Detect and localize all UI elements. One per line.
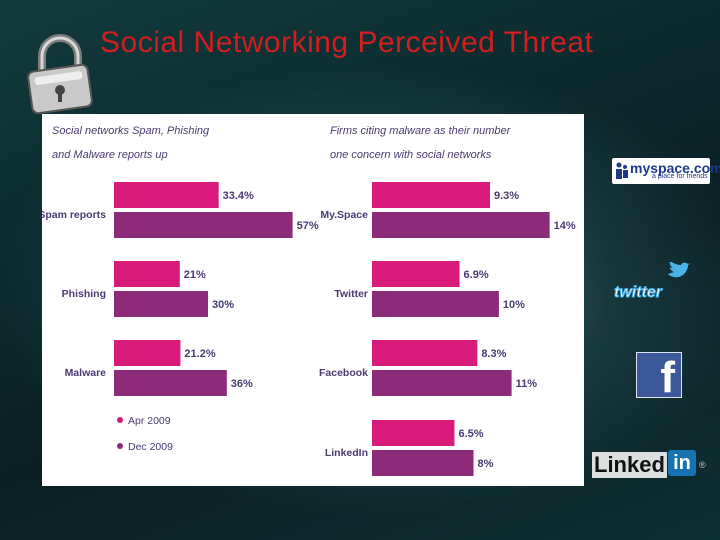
chart-2-bar-apr-2009 bbox=[372, 182, 491, 208]
chart-2-data-label: 9.3% bbox=[494, 190, 519, 202]
myspace-logo[interactable]: myspace.com a place for friends bbox=[612, 158, 720, 184]
myspace-logo-box: myspace.com a place for friends bbox=[612, 158, 720, 184]
myspace-tagline: a place for friends bbox=[652, 173, 708, 180]
twitter-wordmark: twitter bbox=[614, 284, 663, 302]
myspace-people-icon bbox=[616, 162, 628, 179]
linkedin-logo[interactable]: Linked in ® bbox=[592, 448, 712, 480]
padlock-icon bbox=[27, 34, 93, 114]
chart-1-title-line: Social networks Spam, Phishing bbox=[52, 125, 210, 137]
chart-canvas: Social networks Spam, Phishing and Malwar… bbox=[42, 125, 576, 476]
chart-2-category-label: Facebook bbox=[319, 367, 368, 379]
chart-2-data-label: 14% bbox=[554, 220, 576, 232]
twitter-bird-icon bbox=[668, 262, 691, 278]
chart-2-data-label: 11% bbox=[516, 378, 538, 390]
chart-1-bar-dec-2009 bbox=[114, 370, 227, 396]
chart-1-category-label: Malware bbox=[65, 367, 107, 379]
chart-1-bar-dec-2009 bbox=[114, 212, 293, 238]
chart-1-data-label: 57% bbox=[297, 220, 319, 232]
chart-2-bar-dec-2009 bbox=[372, 291, 499, 317]
linkedin-registered-mark: ® bbox=[699, 460, 706, 470]
myspace-wordmark: myspace.com bbox=[630, 160, 720, 176]
chart-2-data-label: 6.9% bbox=[464, 269, 489, 281]
chart-2-bar-apr-2009 bbox=[372, 340, 478, 366]
chart-1-data-label: 33.4% bbox=[223, 190, 254, 202]
chart-1-bar-apr-2009 bbox=[114, 261, 180, 287]
twitter-logo[interactable]: twitter bbox=[614, 262, 691, 306]
chart-2-bar-apr-2009 bbox=[372, 261, 460, 287]
facebook-logo[interactable]: f bbox=[636, 352, 682, 402]
chart-2-data-label: 8% bbox=[478, 458, 494, 470]
linkedin-wordmark: Linked bbox=[592, 452, 667, 478]
chart-2-category-label: Twitter bbox=[334, 288, 368, 300]
legend-label: Apr 2009 bbox=[128, 415, 171, 427]
facebook-logo-box: f bbox=[636, 352, 682, 402]
chart-2-bar-apr-2009 bbox=[372, 420, 455, 446]
chart-2-bar-dec-2009 bbox=[372, 212, 550, 238]
chart-2-category-label: LinkedIn bbox=[325, 447, 368, 459]
chart-2-title-line: Firms citing malware as their number bbox=[330, 125, 512, 137]
chart-2-bar-dec-2009 bbox=[372, 450, 474, 476]
chart-1-bar-apr-2009 bbox=[114, 182, 219, 208]
legend-label: Dec 2009 bbox=[128, 441, 173, 453]
chart-1-data-label: 30% bbox=[212, 299, 234, 311]
chart-1-data-label: 36% bbox=[231, 378, 253, 390]
legend-marker bbox=[117, 443, 123, 449]
linkedin-in-badge: in bbox=[668, 450, 696, 476]
chart-2-bar-dec-2009 bbox=[372, 370, 512, 396]
chart-1-data-label: 21.2% bbox=[184, 348, 215, 360]
chart-2-data-label: 10% bbox=[503, 299, 525, 311]
chart-1-category-label: Spam reports bbox=[42, 209, 106, 221]
chart-1-title-line: and Malware reports up bbox=[52, 149, 168, 161]
legend-marker bbox=[117, 417, 123, 423]
facebook-f-glyph: f bbox=[660, 353, 675, 402]
chart-2-category-label: My.Space bbox=[320, 209, 368, 221]
chart-1-bar-dec-2009 bbox=[114, 291, 208, 317]
chart-panel: Social networks Spam, Phishing and Malwar… bbox=[42, 114, 584, 486]
slide-title: Social Networking Perceived Threat bbox=[100, 26, 594, 59]
chart-1-bar-apr-2009 bbox=[114, 340, 181, 366]
chart-1-category-label: Phishing bbox=[62, 288, 106, 300]
chart-2-data-label: 8.3% bbox=[481, 348, 506, 360]
chart-2-title-line: one concern with social networks bbox=[330, 149, 492, 161]
chart-1-data-label: 21% bbox=[184, 269, 206, 281]
chart-2-data-label: 6.5% bbox=[458, 428, 483, 440]
